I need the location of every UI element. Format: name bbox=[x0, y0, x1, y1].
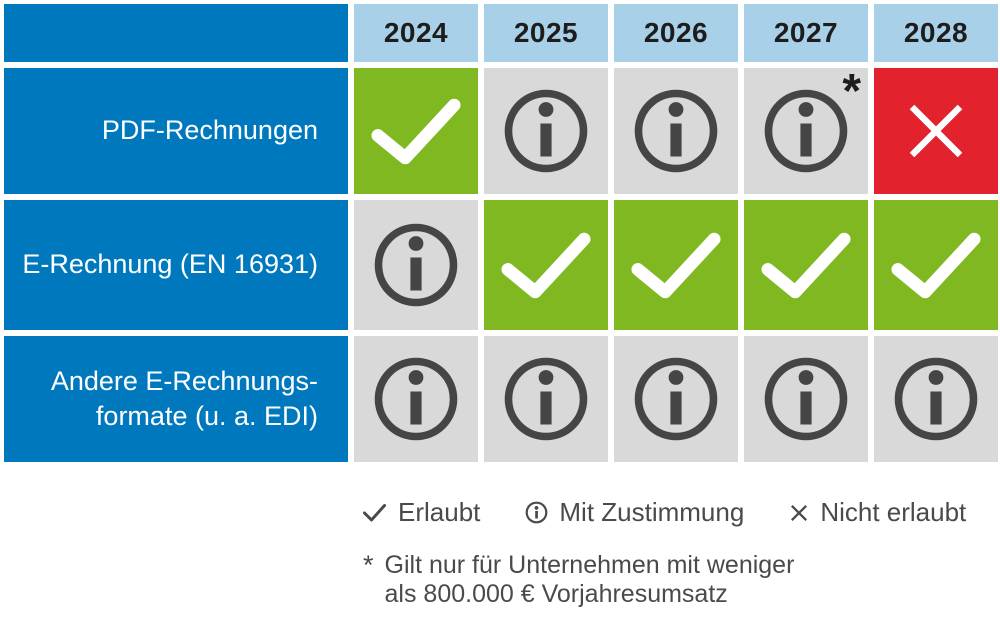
year-header: 2027 bbox=[744, 4, 868, 62]
matrix-table: 2024 2025 2026 2027 2028 PDF-Rechnungen * E-Rec… bbox=[4, 4, 998, 462]
status-cell bbox=[614, 68, 738, 194]
status-cell bbox=[874, 336, 998, 462]
check-icon bbox=[371, 98, 461, 164]
footnote-text: Gilt nur für Unternehmen mit weniger als… bbox=[384, 551, 795, 608]
status-cell bbox=[484, 200, 608, 330]
status-cell bbox=[614, 336, 738, 462]
info-icon bbox=[894, 357, 978, 441]
row-label: PDF-Rechnungen bbox=[4, 68, 348, 194]
footnote-asterisk: * bbox=[363, 550, 374, 580]
legend-item-label: Mit Zustimmung bbox=[559, 497, 745, 527]
legend-item-label: Erlaubt bbox=[398, 497, 481, 527]
legend-item-erlaubt: Erlaubt bbox=[362, 497, 480, 528]
check-icon bbox=[501, 232, 591, 298]
row-label: Andere E-Rechnungs- formate (u. a. EDI) bbox=[4, 336, 348, 462]
status-cell: * bbox=[744, 68, 868, 194]
info-icon bbox=[634, 357, 718, 441]
status-cell bbox=[874, 68, 998, 194]
year-header: 2026 bbox=[614, 4, 738, 62]
status-cell bbox=[484, 68, 608, 194]
status-cell bbox=[874, 200, 998, 330]
status-cell bbox=[354, 68, 478, 194]
footnote: * Gilt nur für Unternehmen mit weniger a… bbox=[363, 551, 794, 609]
year-header: 2028 bbox=[874, 4, 998, 62]
info-icon bbox=[764, 357, 848, 441]
check-icon bbox=[891, 232, 981, 298]
status-cell bbox=[484, 336, 608, 462]
info-icon bbox=[634, 89, 718, 173]
check-icon bbox=[362, 503, 387, 522]
info-icon bbox=[374, 357, 458, 441]
asterisk-note: * bbox=[842, 65, 861, 118]
status-cell bbox=[744, 200, 868, 330]
row-label: E-Rechnung (EN 16931) bbox=[4, 200, 348, 330]
legend-item-label: Nicht erlaubt bbox=[820, 497, 967, 527]
info-icon bbox=[504, 89, 588, 173]
info-icon bbox=[374, 223, 458, 307]
info-icon bbox=[504, 357, 588, 441]
status-cell bbox=[354, 200, 478, 330]
legend-item-mit-zustimmung: Mit Zustimmung bbox=[525, 497, 744, 528]
info-icon bbox=[764, 89, 848, 173]
legend-item-nicht-erlaubt: Nicht erlaubt bbox=[789, 497, 966, 528]
cross-icon bbox=[789, 503, 809, 523]
status-cell bbox=[354, 336, 478, 462]
status-cell bbox=[744, 336, 868, 462]
status-cell bbox=[614, 200, 738, 330]
check-icon bbox=[761, 232, 851, 298]
check-icon bbox=[631, 232, 721, 298]
year-header: 2024 bbox=[354, 4, 478, 62]
year-header: 2025 bbox=[484, 4, 608, 62]
info-icon bbox=[525, 501, 548, 524]
table-corner-cell bbox=[4, 4, 348, 62]
legend: Erlaubt Mit Zustimmung Nicht erlaubt bbox=[362, 497, 966, 528]
cross-icon bbox=[909, 104, 963, 158]
